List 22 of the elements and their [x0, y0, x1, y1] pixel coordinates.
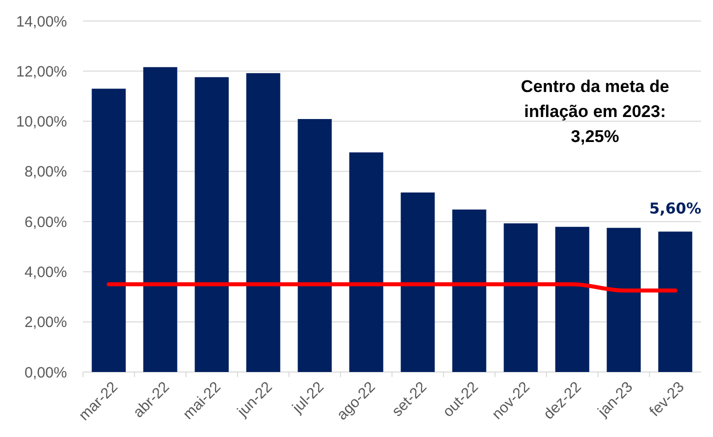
bar	[349, 152, 384, 372]
bar	[143, 67, 178, 372]
annotation: Centro da meta de inflação em 2023: 3,25%	[520, 77, 670, 146]
y-tick-label: 14,00%	[16, 13, 67, 30]
bar	[555, 226, 590, 372]
y-tick-label: 8,00%	[24, 164, 67, 181]
bar	[504, 223, 538, 372]
bar	[246, 73, 280, 372]
bar	[400, 192, 435, 372]
bar	[194, 77, 229, 372]
y-tick-label: 10,00%	[16, 114, 67, 131]
bar	[92, 88, 126, 372]
y-tick-label: 12,00%	[16, 63, 67, 80]
y-tick-label: 2,00%	[24, 314, 67, 332]
bar	[606, 228, 641, 372]
y-tick-label: 6,00%	[24, 214, 67, 231]
bar	[658, 232, 692, 372]
y-tick-label: 0,00%	[24, 364, 67, 382]
bar	[298, 119, 332, 372]
bar	[452, 210, 486, 372]
data-label: 5,60%	[649, 200, 702, 218]
y-tick-label: 4,00%	[24, 264, 67, 281]
